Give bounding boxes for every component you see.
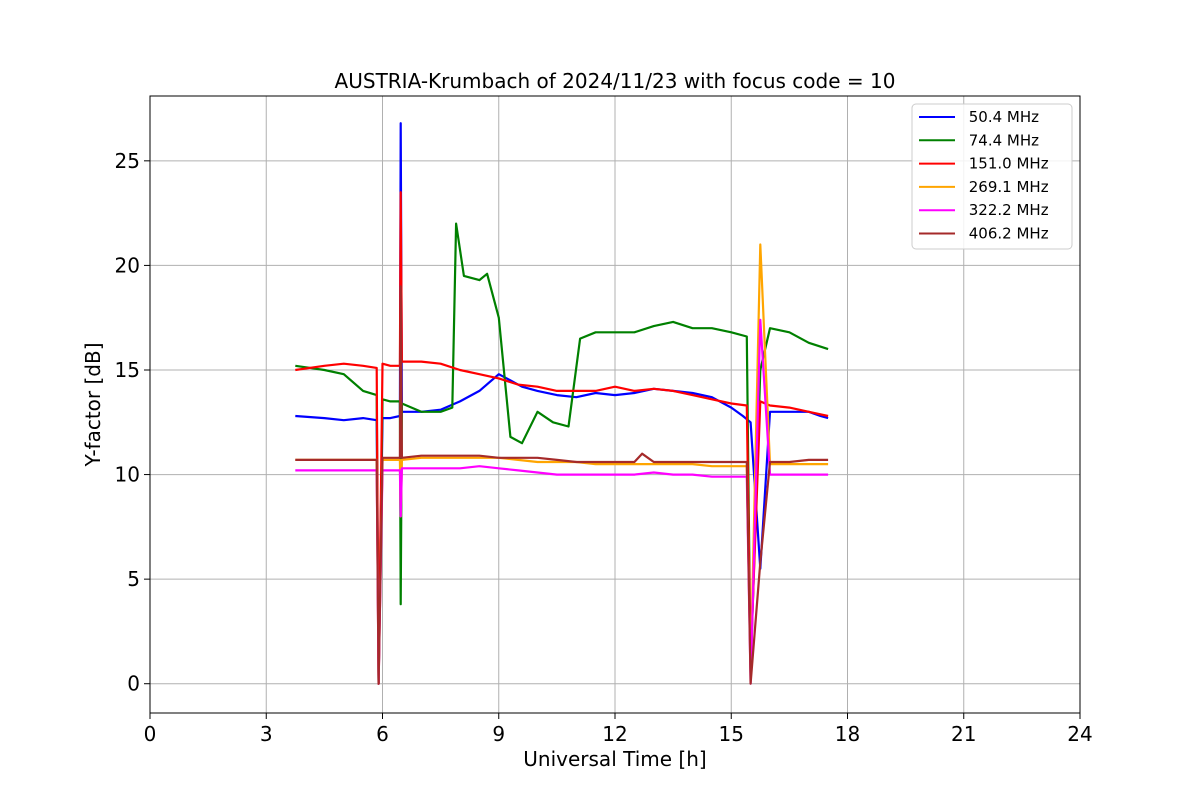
y-tick-label: 15 [115, 358, 140, 382]
y-tick-label: 25 [115, 149, 140, 173]
y-tick-label: 10 [115, 463, 140, 487]
x-axis-label: Universal Time [h] [523, 747, 706, 771]
legend-label: 406.2 MHz [964, 225, 1049, 243]
x-tick-label: 9 [492, 722, 505, 746]
x-tick-label: 6 [376, 722, 389, 746]
x-tick-label: 0 [144, 722, 157, 746]
x-tick-label: 3 [260, 722, 273, 746]
x-tick-label: 18 [835, 722, 860, 746]
series-line-5 [295, 285, 829, 685]
x-tick-label: 24 [1067, 722, 1092, 746]
y-axis-label: Y-factor [dB] [81, 342, 105, 467]
legend-label: 74.4 MHz [964, 131, 1039, 149]
axis-ticks: 0 3 6 9 12 15 18 21 24 0 5 10 15 20 25 [115, 149, 1093, 746]
x-tick-label: 12 [602, 722, 627, 746]
chart-title: AUSTRIA-Krumbach of 2024/11/23 with focu… [335, 69, 896, 93]
y-tick-label: 20 [115, 253, 140, 277]
legend-items: 50.4 MHz 74.4 MHz 151.0 MHz 269.1 MHz 32… [919, 108, 1049, 243]
legend-label: 269.1 MHz [964, 178, 1049, 196]
series-line-1 [295, 222, 829, 685]
y-tick-label: 0 [127, 672, 140, 696]
legend-label: 322.2 MHz [964, 201, 1049, 219]
x-tick-label: 21 [951, 722, 976, 746]
series-lines [295, 122, 829, 685]
x-tick-label: 15 [719, 722, 744, 746]
legend-label: 151.0 MHz [964, 155, 1049, 173]
legend: 50.4 MHz 74.4 MHz 151.0 MHz 269.1 MHz 32… [911, 103, 1073, 250]
legend-label: 50.4 MHz [964, 108, 1039, 126]
y-tick-label: 5 [127, 567, 140, 591]
